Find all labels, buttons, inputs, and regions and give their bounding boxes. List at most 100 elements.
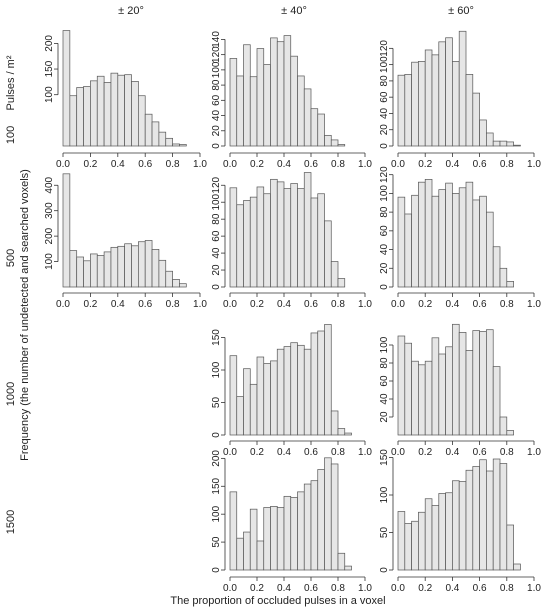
x-tick-label: 0.0 [391, 447, 405, 458]
histogram-bar [324, 134, 332, 147]
y-tick-label: 20 [379, 124, 390, 136]
x-tick-label: 0.0 [223, 299, 237, 310]
x-tick-label: 0.6 [304, 583, 318, 594]
histogram-bar [445, 346, 453, 436]
histogram-bar [276, 348, 285, 436]
y-tick-label: 120 [211, 46, 222, 63]
histogram-bar [324, 457, 332, 571]
x-axis-label: The proportion of occluded pulses in a v… [170, 595, 385, 607]
x-tick-label: 0.6 [304, 159, 318, 170]
histogram-bar [229, 187, 238, 288]
histogram-bar [117, 245, 126, 288]
histogram-bar [172, 279, 180, 288]
y-tick-label: 0 [379, 143, 390, 149]
x-tick-label: 0.4 [277, 159, 291, 170]
histogram-bar [263, 193, 271, 288]
histogram-bar [513, 144, 521, 147]
histogram-bar [249, 196, 258, 288]
histogram-bar [472, 92, 480, 147]
histogram-bar [283, 346, 292, 436]
histogram-bar [90, 253, 98, 288]
histogram-panel-0: 100 150 200 0.0 0.2 0.4 0.6 0.8 1.0 [44, 30, 207, 170]
histogram-bar [138, 241, 146, 288]
histogram-bar [256, 356, 265, 436]
histogram-bar [330, 463, 339, 571]
y-tick-label: 80 [211, 79, 222, 91]
histogram-bar [297, 188, 305, 288]
histogram-bar [303, 483, 312, 571]
histogram-bar [62, 173, 71, 288]
row-header-100: 100 [5, 126, 17, 144]
y-tick-label: 50 [211, 536, 222, 548]
x-tick-label: 0.4 [445, 447, 459, 458]
histogram-bar [431, 337, 440, 436]
histogram-bar [411, 194, 419, 288]
x-tick-label: 0.2 [250, 583, 264, 594]
x-tick-label: 0.8 [166, 299, 180, 310]
histogram-bar [418, 364, 426, 436]
x-tick-label: 1.0 [527, 583, 541, 594]
histogram-bar [330, 261, 339, 288]
x-tick-label: 0.6 [304, 447, 318, 458]
histogram-bar [62, 30, 71, 147]
histogram-bar [263, 64, 271, 147]
histogram-bar [124, 243, 132, 288]
histogram-bar [499, 140, 508, 147]
histogram-bar [397, 511, 406, 571]
y-tick-label: 60 [211, 94, 222, 106]
x-tick-label: 0.8 [500, 159, 514, 170]
x-tick-label: 0.4 [277, 447, 291, 458]
y-tick-label: 50 [379, 527, 390, 539]
histogram-bar [124, 74, 132, 147]
x-tick-label: 0.2 [418, 447, 432, 458]
x-tick-label: 0.0 [223, 447, 237, 458]
histogram-panel-7: 20 40 60 80 100 0.0 0.2 0.4 0.6 0.8 1.0 [379, 323, 541, 458]
histogram-bar [337, 428, 346, 436]
histogram-bar [236, 396, 244, 436]
x-tick-label: 1.0 [358, 299, 372, 310]
y-axis-label: Frequency (the number of undetected and … [19, 169, 31, 461]
y-tick-label: 20 [211, 125, 222, 137]
histogram-bar [256, 540, 265, 571]
y-tick-label: 100 [211, 193, 222, 210]
x-tick-label: 0.2 [418, 583, 432, 594]
x-tick-label: 0.2 [418, 299, 432, 310]
histogram-bar [263, 507, 271, 571]
x-tick-label: 0.0 [56, 159, 70, 170]
y-tick-label: 100 [379, 185, 390, 202]
histogram-bar [465, 181, 474, 288]
histogram-bar [69, 95, 78, 147]
col-header-60: ± 60° [448, 5, 474, 17]
histogram-bar [236, 204, 244, 288]
y-tick-label: 100 [211, 505, 222, 522]
histogram-bar [243, 368, 251, 436]
y-tick-label: 40 [379, 393, 390, 405]
histogram-bar [158, 259, 167, 288]
col-header-20: ± 20° [118, 5, 144, 17]
histogram-bar [310, 480, 319, 571]
x-tick-label: 0.2 [418, 159, 432, 170]
x-tick-label: 1.0 [527, 447, 541, 458]
histogram-bar [344, 565, 352, 571]
y-tick-label: 150 [44, 60, 55, 77]
col-header-40: ± 40° [281, 5, 307, 17]
histogram-bar [472, 466, 480, 571]
histogram-bar [404, 74, 412, 147]
y-tick-label: 0 [379, 284, 390, 290]
histogram-bar [411, 360, 419, 436]
histogram-bar [131, 245, 139, 288]
y-tick-label: 120 [379, 166, 390, 183]
histogram-bar [486, 211, 494, 288]
histogram-bar [431, 195, 440, 288]
histogram-bar [270, 37, 278, 147]
histogram-bar [337, 552, 346, 571]
y-tick-label: 80 [379, 75, 390, 87]
histogram-bar [438, 189, 446, 288]
x-tick-label: 0.6 [138, 299, 152, 310]
histogram-bar [270, 360, 278, 436]
histogram-bar [165, 137, 173, 147]
histogram-bar [243, 531, 251, 571]
